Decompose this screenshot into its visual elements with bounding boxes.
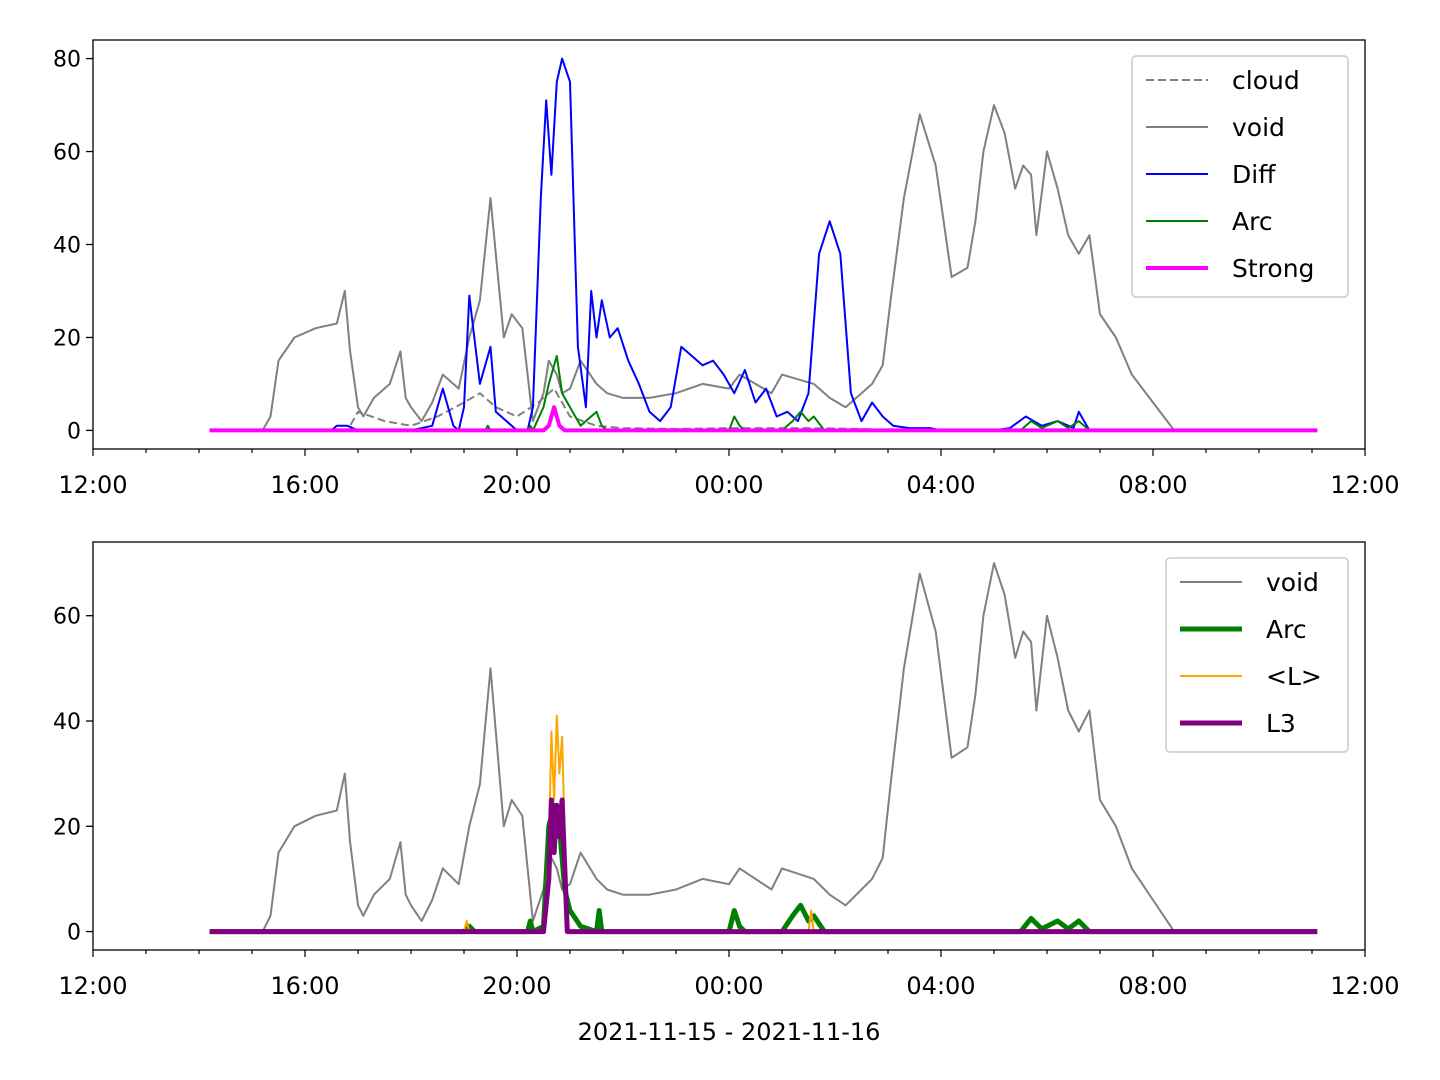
series-line-l xyxy=(209,714,1318,933)
x-tick-label: 12:00 xyxy=(58,972,127,1000)
top-legend: cloud void Diff Arc Strong xyxy=(1131,55,1349,298)
legend-label: L3 xyxy=(1266,709,1296,738)
legend-label: void xyxy=(1232,113,1285,142)
bottom-plot-lines xyxy=(209,562,1318,935)
legend-label: Arc xyxy=(1266,615,1307,644)
bottom-y-axis: 0 20 40 60 xyxy=(53,605,93,946)
legend-label: Arc xyxy=(1232,207,1273,236)
legend-label: cloud xyxy=(1232,66,1300,95)
x-axis-label: 2021-11-15 - 2021-11-16 xyxy=(578,1018,881,1046)
y-tick-label: 40 xyxy=(53,710,81,735)
legend-label: Diff xyxy=(1232,160,1276,189)
x-tick-label: 08:00 xyxy=(1118,471,1187,499)
top-y-axis: 0 20 40 60 80 xyxy=(53,48,93,444)
x-tick-label: 20:00 xyxy=(482,972,551,1000)
series-line-void xyxy=(209,104,1318,432)
x-tick-label: 12:00 xyxy=(58,471,127,499)
y-tick-label: 60 xyxy=(53,141,81,166)
bottom-legend: void Arc <L> L3 xyxy=(1165,557,1349,753)
x-tick-label: 08:00 xyxy=(1118,972,1187,1000)
legend-label: void xyxy=(1266,568,1319,597)
x-tick-label: 12:00 xyxy=(1330,972,1399,1000)
series-line-l3 xyxy=(209,797,1318,935)
bottom-x-axis: 12:00 16:00 20:00 00:00 04:00 08:00 12:00 xyxy=(58,950,1400,1000)
legend-label: <L> xyxy=(1266,662,1322,691)
series-line-strong xyxy=(209,405,1318,433)
top-x-axis: 12:00 16:00 20:00 00:00 04:00 08:00 12:00 xyxy=(58,449,1400,499)
y-tick-label: 80 xyxy=(53,48,81,73)
x-tick-label: 00:00 xyxy=(694,972,763,1000)
x-tick-label: 12:00 xyxy=(1330,471,1399,499)
top-chart-panel: 0 20 40 60 80 12:00 16:00 20:00 00:00 04:00 08:00… xyxy=(53,39,1400,499)
legend-label: Strong xyxy=(1232,254,1314,283)
series-line-diff xyxy=(209,57,1318,432)
series-line-cloud xyxy=(209,387,1318,432)
top-axes-frame xyxy=(92,39,1366,450)
legend-box xyxy=(1165,557,1349,753)
y-tick-label: 0 xyxy=(67,921,81,946)
series-line-void xyxy=(209,562,1318,933)
x-tick-label: 00:00 xyxy=(694,471,763,499)
x-tick-label: 20:00 xyxy=(482,471,551,499)
y-tick-label: 20 xyxy=(53,326,81,351)
x-tick-label: 16:00 xyxy=(270,471,339,499)
bottom-axes-frame xyxy=(92,541,1366,951)
legend-box xyxy=(1131,55,1349,298)
x-tick-label: 04:00 xyxy=(906,471,975,499)
y-tick-label: 60 xyxy=(53,605,81,630)
y-tick-label: 0 xyxy=(67,419,81,444)
top-plot-lines xyxy=(209,57,1318,433)
y-tick-label: 40 xyxy=(53,234,81,259)
x-tick-label: 16:00 xyxy=(270,972,339,1000)
x-tick-label: 04:00 xyxy=(906,972,975,1000)
y-tick-label: 20 xyxy=(53,815,81,840)
